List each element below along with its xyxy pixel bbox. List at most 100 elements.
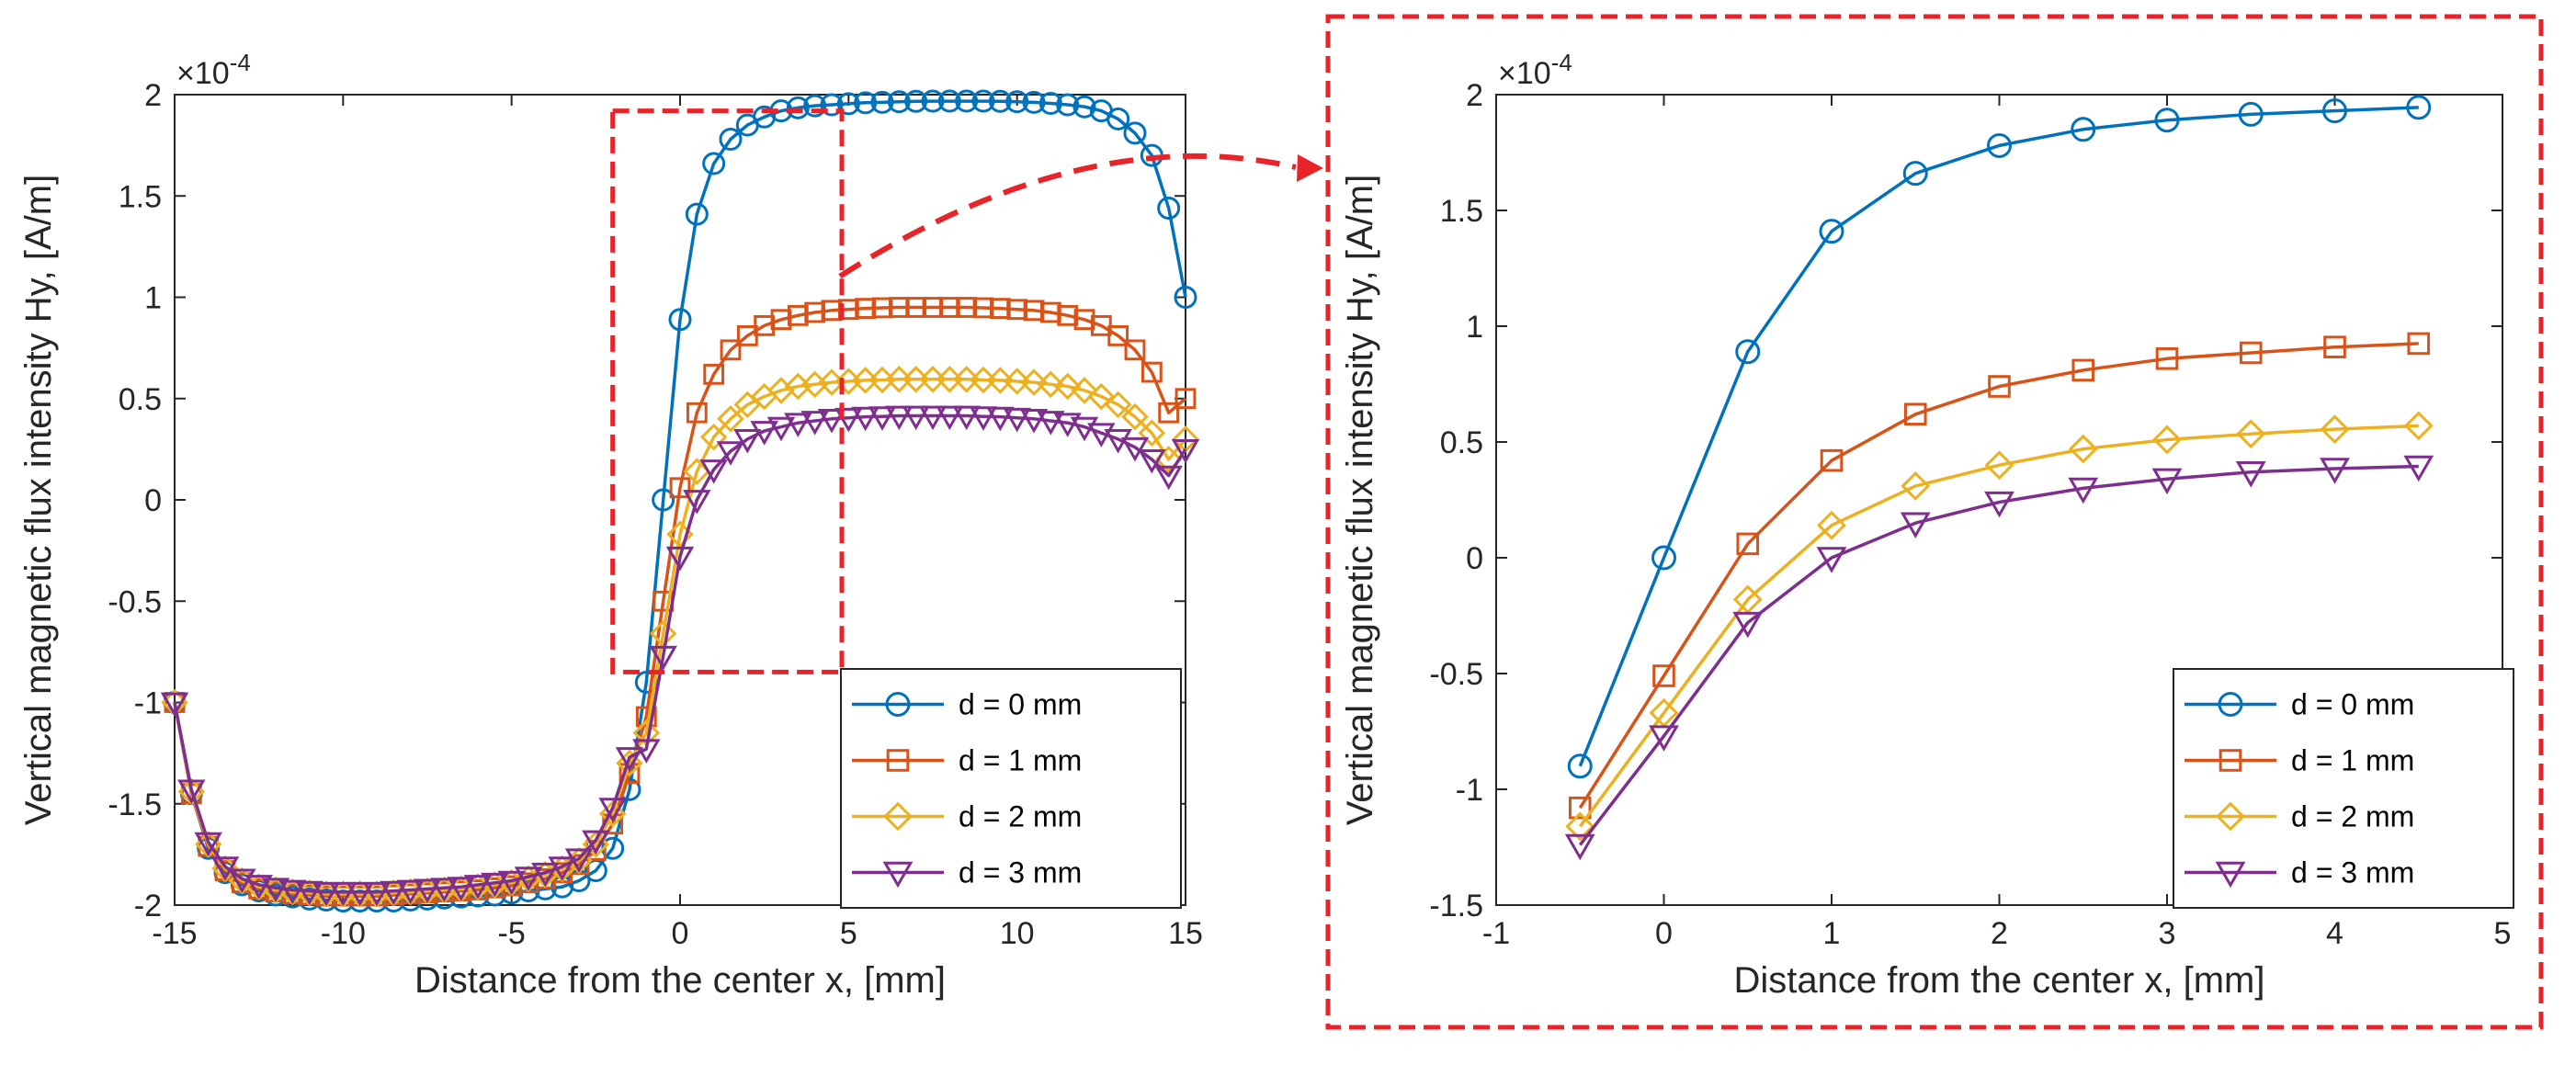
zoom-source-box (610, 108, 845, 674)
y-tick-label: -0.5 (1429, 657, 1483, 692)
data-point (854, 91, 878, 115)
data-point (1568, 796, 1592, 820)
data-point (1056, 93, 1080, 117)
legend-marker-3 (882, 861, 914, 889)
data-point (1003, 407, 1031, 433)
data-point (969, 406, 998, 431)
y-exponent-label: ×10-4 (1498, 49, 1572, 91)
data-point (1567, 753, 1593, 779)
data-point (1174, 286, 1197, 309)
data-point (921, 89, 945, 113)
legend-label-1: d = 1 mm (959, 744, 1082, 777)
data-point (1107, 324, 1129, 346)
y-tick-label: 2 (1466, 78, 1483, 113)
data-point (1649, 725, 1679, 752)
data-point (2322, 98, 2347, 124)
data-point (1038, 91, 1062, 115)
data-point (1124, 339, 1146, 361)
legend-label-3: d = 3 mm (959, 856, 1082, 889)
y-exponent-value: -4 (230, 49, 251, 76)
data-point (177, 779, 206, 804)
data-point (703, 363, 725, 385)
data-point (936, 405, 964, 431)
series-line-1 (1578, 342, 2419, 810)
data-point (1022, 90, 1046, 114)
data-point (988, 89, 1012, 113)
zoom-annotations (610, 14, 2544, 1030)
data-point (531, 862, 560, 888)
y-tick-label: -1.5 (1429, 889, 1483, 923)
data-point (766, 416, 796, 442)
data-point (194, 832, 222, 857)
data-point (649, 645, 677, 671)
x-tick-label: -15 (152, 916, 197, 951)
y-exponent-label: ×10-4 (176, 49, 251, 91)
data-point (885, 405, 914, 431)
data-point (702, 152, 726, 176)
data-point (834, 407, 863, 433)
data-point (1735, 339, 1761, 365)
data-point (1104, 391, 1132, 419)
data-point (652, 488, 675, 512)
zoom-target-frame (1325, 14, 2544, 1030)
legend-marker-0 (885, 692, 911, 717)
x-tick-label: -1 (1482, 916, 1510, 951)
x-tick-label: 3 (2159, 916, 2176, 951)
series-line-3 (173, 413, 1187, 894)
y-tick-label: 0 (144, 483, 162, 518)
data-point (1988, 375, 2011, 398)
x-axis-label: Distance from the center x, [mm] (1734, 960, 2265, 1001)
data-point (952, 366, 981, 393)
data-point (447, 877, 475, 901)
data-point (2403, 455, 2434, 482)
y-tick-label: 1.5 (1440, 194, 1483, 229)
data-point (1158, 402, 1180, 424)
x-tick-label: 1 (1823, 916, 1841, 951)
data-point (1736, 532, 1760, 556)
data-point (1565, 811, 1595, 842)
x-tick-label: -5 (498, 916, 526, 951)
data-point (1652, 664, 1675, 687)
series-line-2 (173, 378, 1187, 896)
data-point (1138, 449, 1166, 474)
data-point (2151, 468, 2183, 495)
data-point (548, 856, 576, 881)
legend-label-3: d = 3 mm (2291, 856, 2414, 889)
legend-label-2: d = 2 mm (2291, 800, 2414, 833)
data-point (278, 879, 307, 905)
data-point (955, 89, 979, 113)
data-point (699, 423, 728, 451)
zoom-arrow-line (838, 153, 1297, 279)
data-point (2154, 108, 2180, 133)
data-point (1120, 436, 1150, 462)
legend-marker-2 (2216, 801, 2245, 832)
data-point (1140, 361, 1163, 383)
data-point (160, 692, 189, 718)
data-point (362, 881, 392, 907)
legend-marker-3 (2215, 861, 2246, 889)
data-point (2406, 95, 2432, 120)
legend-marker-2 (883, 801, 913, 832)
data-point (937, 89, 961, 113)
data-point (598, 798, 627, 822)
x-tick-label: 4 (2326, 916, 2343, 951)
data-point (2071, 117, 2096, 142)
data-point (1070, 416, 1099, 442)
data-point (887, 90, 911, 114)
data-point (228, 868, 256, 893)
data-point (244, 875, 273, 900)
data-point (2239, 341, 2263, 365)
data-point (1138, 419, 1166, 447)
data-point (1154, 465, 1183, 491)
legend: d = 0 mm d = 1 mm d = 2 mm d = 3 mm (840, 668, 1182, 909)
y-axis-label: Vertical magnetic flux intensity Hy, [A/… (1340, 175, 1380, 825)
x-tick-label: 0 (672, 916, 689, 951)
data-point (904, 89, 928, 113)
data-point (986, 406, 1015, 432)
data-point (786, 96, 810, 119)
data-point (514, 866, 543, 891)
legend-marker-1 (2219, 749, 2242, 772)
data-point (971, 89, 995, 113)
data-point (1984, 491, 2014, 518)
data-point (380, 880, 408, 906)
